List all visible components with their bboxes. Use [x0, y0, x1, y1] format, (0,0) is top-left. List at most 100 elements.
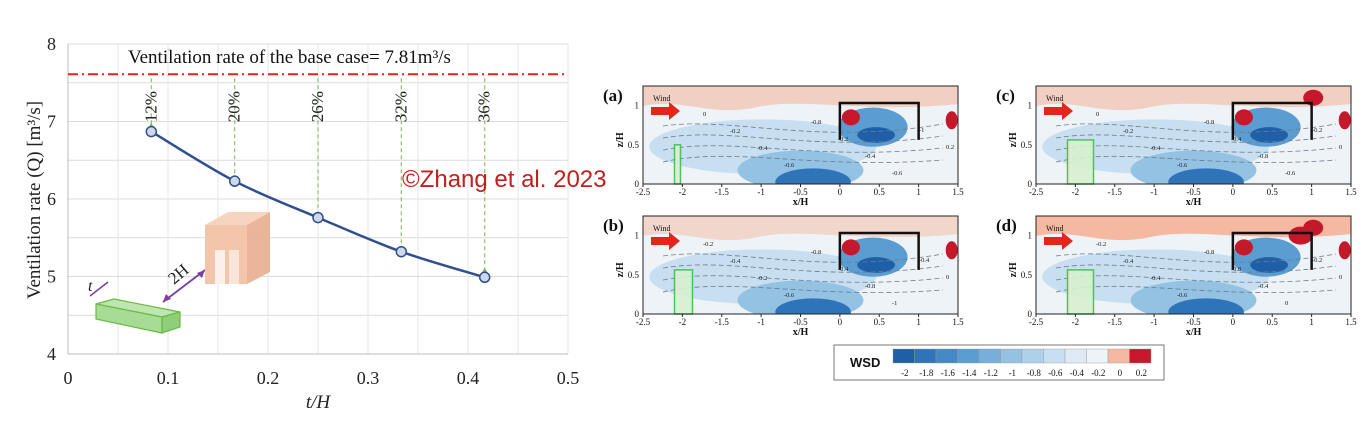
data-point: [395, 245, 408, 258]
legend-swatch: [914, 348, 937, 364]
contour-value-label: -0.8: [1231, 266, 1241, 273]
x-tick-label: -2: [679, 187, 687, 197]
y-tick-label: 4: [47, 344, 56, 364]
positive-hotspot: [1338, 241, 1351, 260]
x-tick-label: 1: [916, 187, 921, 197]
legend-swatch: [1021, 348, 1044, 364]
panel-y-axis-label: z/H: [615, 262, 626, 277]
legend-tick-label: -1.6: [941, 368, 956, 378]
box-vortex-core: [857, 257, 895, 273]
contour-panels: 0 -0.2 -0.4 -0.6 -0.8 -0.2 -0.4 -0.6 -1 0.2 Wind (a…: [603, 85, 1357, 338]
contour-line: [662, 134, 944, 143]
positive-hotspot: [945, 111, 958, 130]
contour-value-label: 0.2: [946, 144, 954, 151]
contour-value-label: -0.4: [1231, 136, 1242, 143]
data-point: [312, 211, 324, 224]
contour-value-label: -0.6: [1177, 162, 1188, 169]
x-tick-label: -2.5: [1029, 187, 1044, 197]
contour-value-label: -0.2: [703, 241, 713, 248]
x-tick-label: 0.1: [157, 368, 180, 388]
x-tick-label: 0: [838, 317, 843, 327]
contour-value-label: -0.4: [757, 145, 768, 152]
panel-x-axis-label: x/H: [793, 327, 809, 338]
x-tick-label: 0.5: [874, 187, 886, 197]
contour-value-label: -0.6: [784, 162, 795, 169]
contour-panel-c: 0 -0.2 -0.4 -0.6 -0.8 -0.4 -0.8 -0.6 -0.2 0 Wind (c…: [996, 85, 1357, 208]
x-tick-label: 0.5: [874, 317, 886, 327]
legend-swatch: [978, 348, 1001, 364]
contour-value-label: -0.4: [1258, 283, 1269, 290]
x-tick-label: 1.5: [1345, 187, 1357, 197]
legend-swatch: [957, 348, 980, 364]
legend-title: WSD: [850, 355, 880, 370]
x-tick-labels: 0 0.1 0.2 0.3 0.4 0.5: [64, 368, 580, 388]
contour-value-label: -1: [892, 300, 897, 307]
panel-label: (a): [603, 86, 623, 105]
percentage-drop-lines: [150, 78, 486, 272]
gap-arrow-head-1: [163, 294, 171, 302]
legend-tick-label: 0.2: [1136, 368, 1147, 378]
positive-hotspot: [1338, 111, 1351, 130]
gap-arrow: [162, 269, 206, 303]
y-tick-label: 1: [1028, 231, 1033, 241]
contour-panel-b: -0.2 -0.4 -0.2 -0.6 -0.8 -0.4 -0.8 -1 -0.4 0 Wind (…: [603, 215, 964, 338]
wsd-colorbar-legend: WSD -2 -1.8 -1.6 -1.4 -1.2 -1 -0.8 -0.6 -0.4 -0.2…: [833, 344, 1165, 381]
series-markers: [145, 122, 491, 284]
contour-value-label: -0.8: [1258, 153, 1268, 160]
x-tick-label: -2: [679, 317, 687, 327]
negative-region-strong: [775, 298, 851, 314]
legend-swatch: [1086, 348, 1109, 364]
panel-x-axis-label: x/H: [1186, 327, 1202, 338]
x-tick-label: 0.5: [1267, 317, 1279, 327]
legend-tick-label: 0: [1118, 368, 1123, 378]
x-tick-label: 1: [1309, 317, 1314, 327]
panel-label: (d): [996, 216, 1017, 235]
panel-y-axis-label: z/H: [1008, 132, 1019, 147]
contour-value-label: -0.2: [1312, 257, 1322, 264]
contour-value-label: -0.2: [1096, 241, 1106, 248]
contour-line: [662, 145, 944, 153]
legend-tick-label: -0.8: [1027, 368, 1042, 378]
building-outline: [1231, 231, 1313, 270]
copyright-watermark: ©Zhang et al. 2023: [402, 166, 607, 193]
contour-field: 0 -0.2 -0.4 -0.6 -0.8 -0.2 -0.4 -0.6 -1 0.2: [643, 86, 958, 184]
x-tick-label: -0.5: [793, 187, 808, 197]
contour-value-label: -0.8: [811, 249, 821, 256]
y-tick-label: 0: [635, 179, 640, 189]
data-point: [228, 175, 241, 187]
contour-value-label: -0.6: [784, 292, 795, 299]
legend-tick-label: -0.4: [1070, 368, 1085, 378]
panel-label: (b): [603, 216, 624, 235]
contour-value-label: 0: [1339, 274, 1342, 281]
positive-hotspot: [945, 241, 958, 260]
legend-tick-label: -1.2: [984, 368, 998, 378]
contour-value-label: -0.2: [730, 128, 740, 135]
contour-value-label: 0: [1339, 144, 1342, 151]
x-tick-label: -1: [757, 317, 765, 327]
positive-hotspot: [1234, 109, 1253, 126]
legend-swatch: [1043, 348, 1066, 364]
building-outline: [838, 231, 920, 270]
x-tick-label: 0: [1231, 317, 1236, 327]
x-tick-label: 0.5: [557, 368, 580, 388]
percentage-label: 12%: [141, 91, 160, 122]
contour-line: [662, 123, 944, 133]
negative-region-strong: [1168, 168, 1244, 184]
contour-value-label: 0: [1285, 300, 1288, 307]
x-tick-label: 0: [1231, 187, 1236, 197]
building-outline: [838, 101, 920, 140]
contour-value-label: 0: [1096, 111, 1099, 118]
contour-value-label: -0.8: [811, 119, 821, 126]
percentage-label: 20%: [225, 91, 244, 122]
contour-value-label: -0.8: [1204, 119, 1214, 126]
y-tick-label: 8: [47, 34, 56, 54]
contour-value-label: -0.8: [865, 283, 875, 290]
contour-line: [1055, 264, 1337, 273]
x-tick-label: -2.5: [636, 187, 651, 197]
gap-arrow-head-2: [197, 270, 205, 278]
data-point: [145, 125, 158, 138]
building-cube: [205, 212, 270, 284]
x-tick-label: 0.2: [257, 368, 280, 388]
x-tick-label: 1: [916, 317, 921, 327]
contour-value-label: -0.8: [1204, 249, 1214, 256]
